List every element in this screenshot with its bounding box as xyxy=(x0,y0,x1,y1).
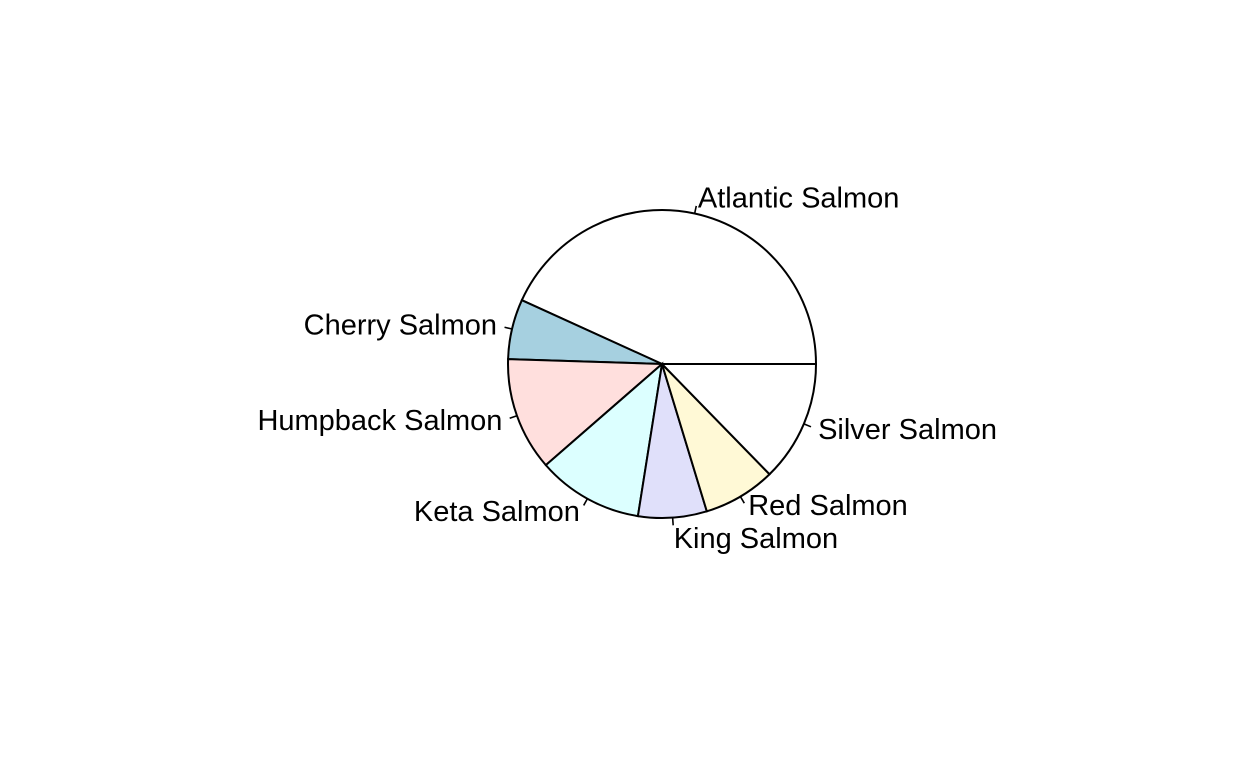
slice-label-red-salmon: Red Salmon xyxy=(748,490,908,522)
pie-slices xyxy=(507,209,818,519)
slice-labels: Atlantic Salmon Cherry Salmon Humpback Sal… xyxy=(257,182,997,555)
pie-slice-humpback-salmon xyxy=(507,358,665,467)
label-tick-humpback-salmon xyxy=(509,414,518,420)
label-tick-red-salmon xyxy=(739,496,745,504)
label-tick-silver-salmon xyxy=(803,423,812,428)
label-tick-king-salmon xyxy=(671,517,674,526)
label-tick-keta-salmon xyxy=(582,498,589,506)
slice-label-humpback-salmon: Humpback Salmon xyxy=(257,405,502,437)
slice-label-silver-salmon: Silver Salmon xyxy=(818,414,997,446)
slice-label-atlantic-salmon: Atlantic Salmon xyxy=(698,182,900,214)
label-tick-cherry-salmon xyxy=(504,326,513,330)
slice-label-keta-salmon: Keta Salmon xyxy=(414,496,580,528)
pie-slice-keta-salmon xyxy=(544,361,664,518)
slice-label-king-salmon: King Salmon xyxy=(674,523,838,555)
label-ticks xyxy=(504,205,812,526)
slice-label-cherry-salmon: Cherry Salmon xyxy=(304,309,497,341)
pie-slice-atlantic-salmon xyxy=(520,209,818,365)
label-tick-atlantic-salmon xyxy=(693,205,698,214)
